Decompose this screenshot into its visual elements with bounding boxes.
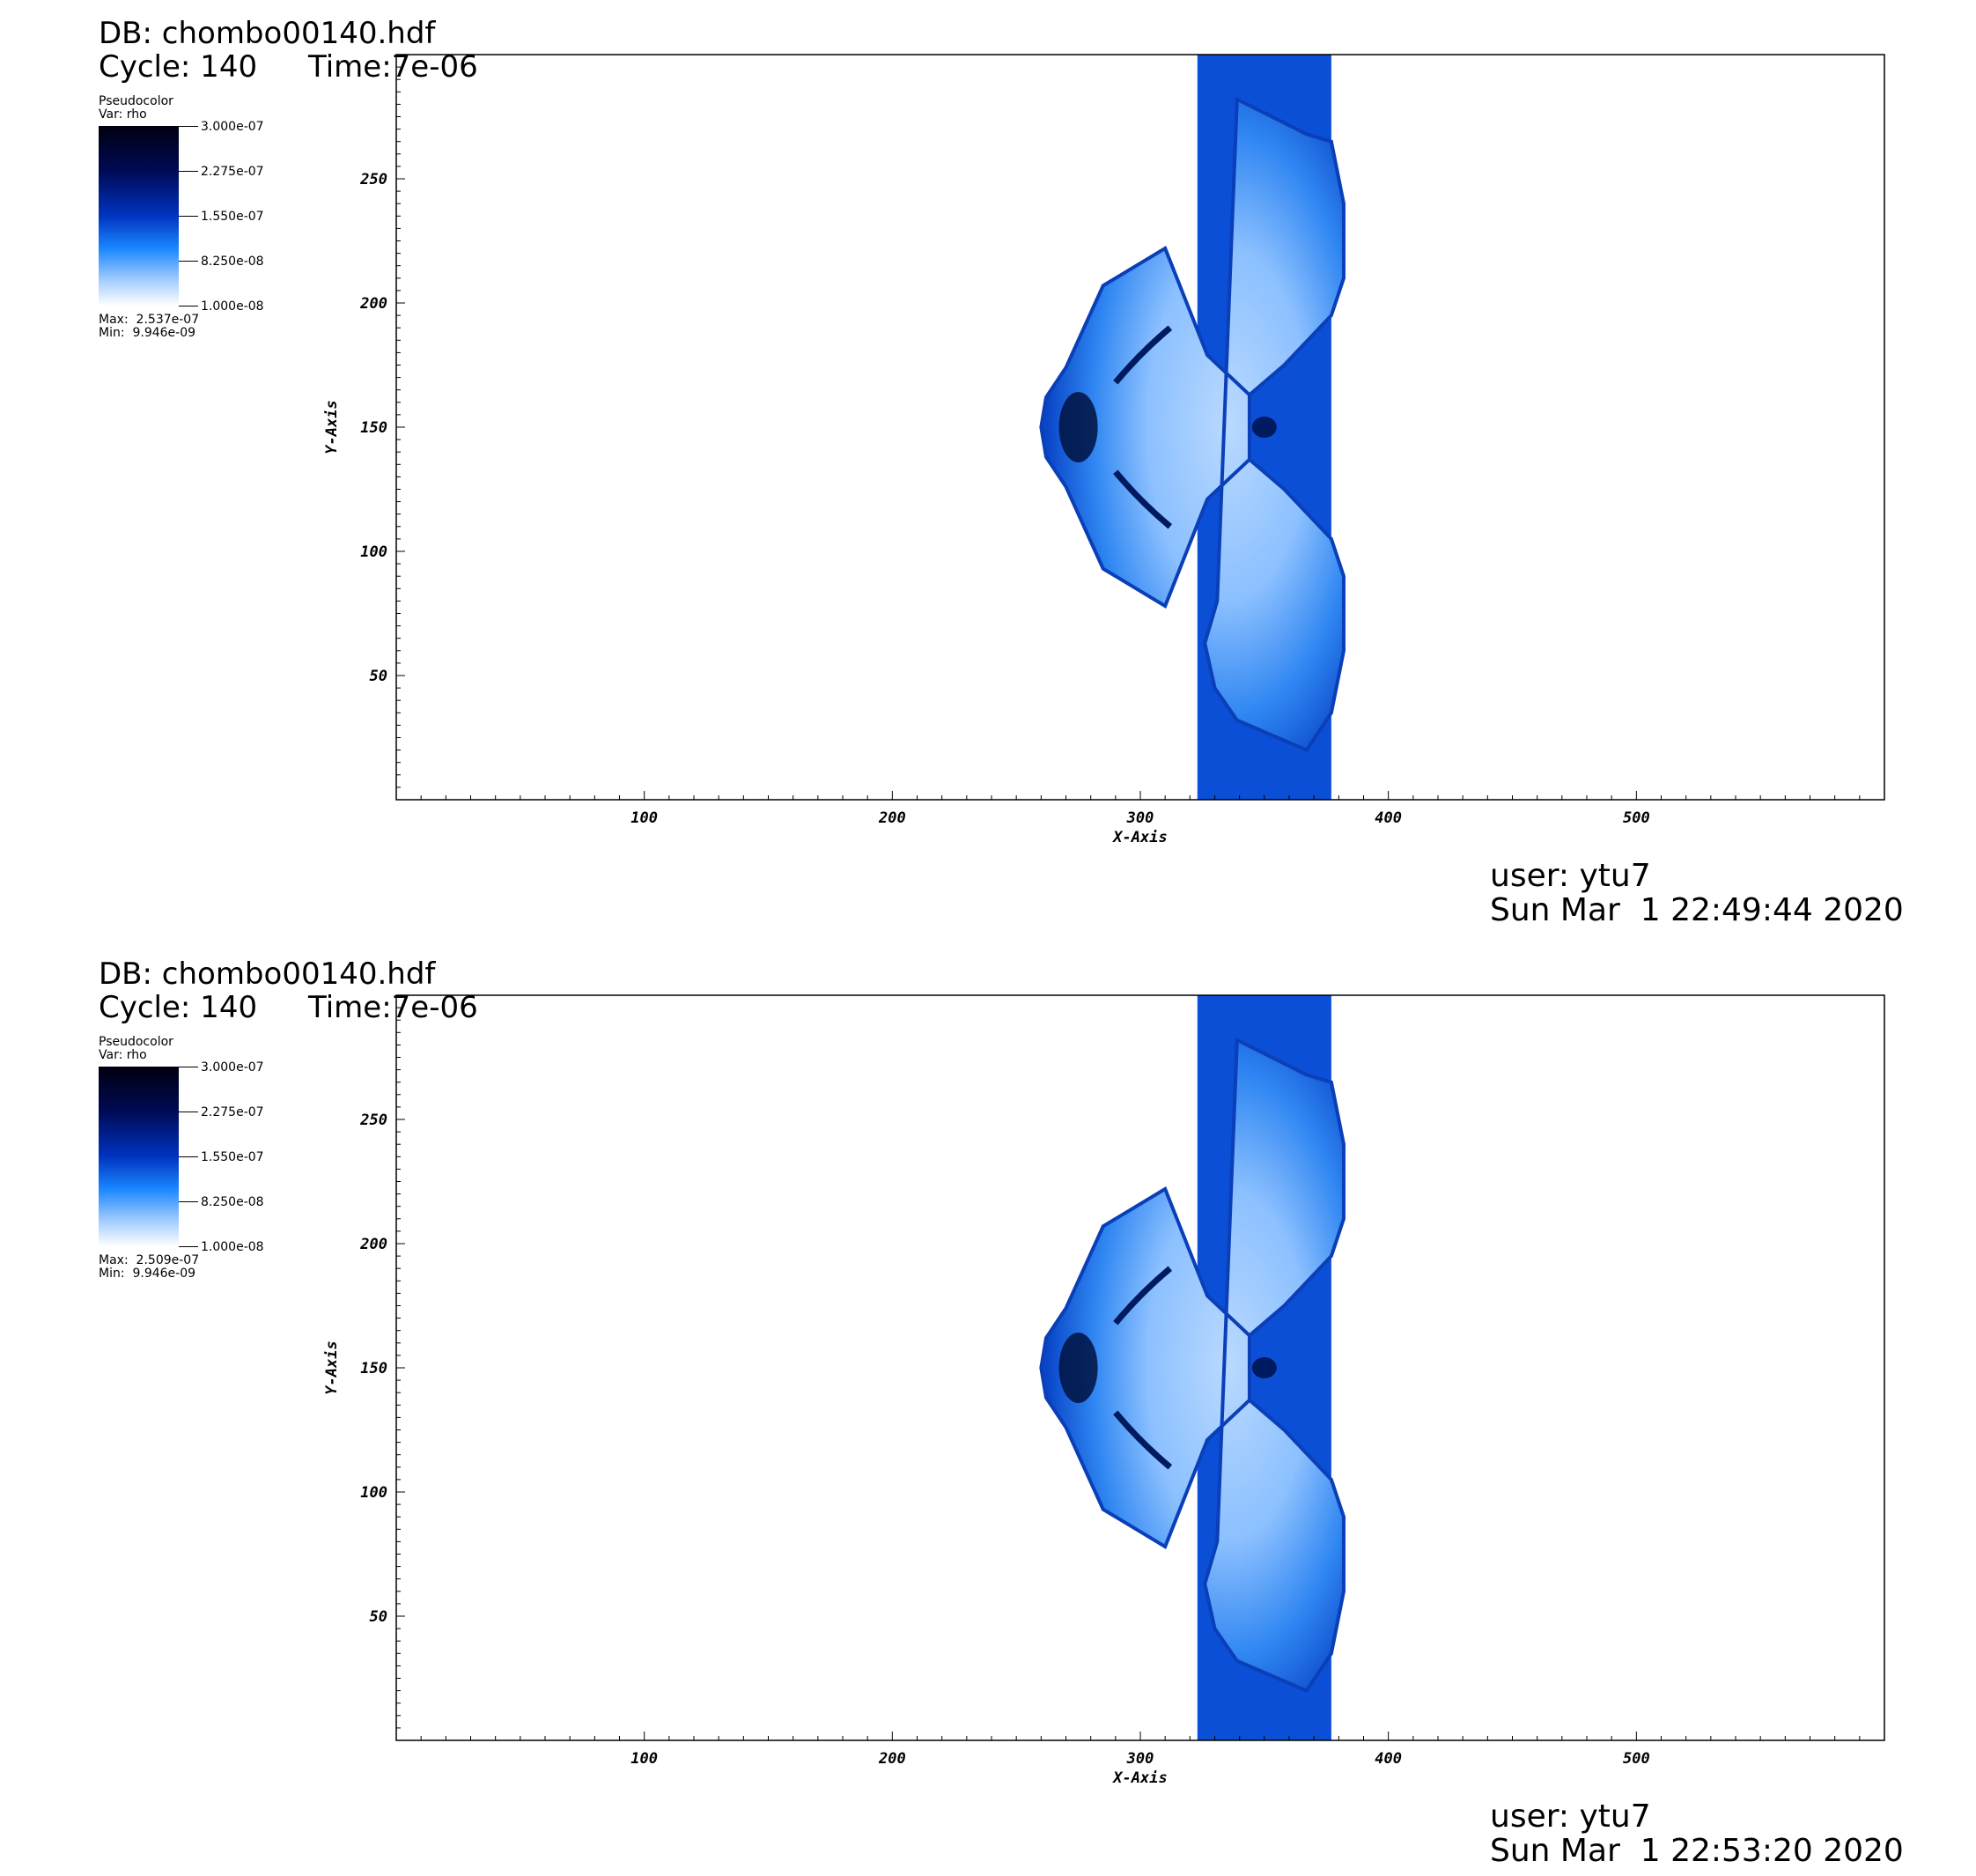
legend-min: Min: 9.946e-09 xyxy=(99,1267,196,1281)
legend-min: Min: 9.946e-09 xyxy=(99,326,196,340)
date-label: Sun Mar 1 22:53:20 2020 xyxy=(1490,1833,1904,1869)
plot-area: 100 200 300 400 500 50 100 150 200 250 X-Axis Y-Axi… xyxy=(323,994,1885,1787)
x-tick-label: 200 xyxy=(878,809,906,827)
legend-var: Var: rho xyxy=(99,107,147,122)
dense-filament-upper xyxy=(1113,1266,1173,1326)
y-tick-label: 100 xyxy=(360,1484,387,1502)
cycle-text: Cycle: 140 xyxy=(99,49,258,85)
dense-filament-lower xyxy=(1113,1410,1173,1470)
y-tick-label: 100 xyxy=(360,543,387,561)
x-axis-label: X-Axis xyxy=(1111,1769,1167,1787)
x-tick-label: 100 xyxy=(630,1750,658,1768)
y-tick-label: 200 xyxy=(359,295,387,313)
x-tick-label: 200 xyxy=(878,1750,906,1768)
colorbar-tick xyxy=(179,306,198,307)
colorbar-tick xyxy=(179,216,198,217)
x-tick-label: 100 xyxy=(630,809,658,827)
user-label: user: ytu7 xyxy=(1490,1798,1651,1835)
colorbar-tick-label: 8.250e-08 xyxy=(201,1195,264,1209)
colorbar-tick-label: 3.000e-07 xyxy=(201,120,264,134)
x-tick-label: 500 xyxy=(1623,1750,1650,1768)
colorbar-tick xyxy=(179,1156,198,1157)
colorbar-tick-label: 2.275e-07 xyxy=(201,165,264,179)
x-tick-label: 500 xyxy=(1623,809,1650,827)
x-tick-label: 400 xyxy=(1375,1750,1402,1768)
plot-panel-2: DB: chombo00140.hdf Cycle: 140 Time:7e-06… xyxy=(0,941,1976,1876)
dense-filament-lower xyxy=(1113,469,1173,529)
colorbar-tick xyxy=(179,126,198,127)
colorbar-tick-label: 1.000e-08 xyxy=(201,299,264,314)
plot-group: 100 200 300 400 500 50 100 150 200 250 X-Axis Y-Axi… xyxy=(323,54,1885,846)
db-label: DB: chombo00140.hdf xyxy=(99,16,436,51)
y-tick-label: 250 xyxy=(359,171,387,188)
x-tick-label: 300 xyxy=(1126,809,1154,827)
legend-max: Max: 2.537e-07 xyxy=(99,313,200,327)
date-label: Sun Mar 1 22:49:44 2020 xyxy=(1490,892,1904,928)
colorbar-tick xyxy=(179,1201,198,1202)
dense-filament-upper xyxy=(1113,325,1173,385)
y-axis-label: Y-Axis xyxy=(323,1341,341,1394)
user-label: user: ytu7 xyxy=(1490,858,1651,894)
y-tick-label: 150 xyxy=(360,419,387,437)
x-tick-label: 300 xyxy=(1126,1750,1154,1768)
y-tick-label: 250 xyxy=(359,1112,387,1129)
heatmap-svg: 100 200 300 400 500 50 100 150 200 250 X-Axis Y-Axi… xyxy=(323,994,1885,1787)
colorbar-tick xyxy=(179,1246,198,1247)
cycle-text: Cycle: 140 xyxy=(99,990,258,1025)
heatmap-svg: 100 200 300 400 500 50 100 150 200 250 X-Axis Y-Axi… xyxy=(323,54,1885,846)
colorbar xyxy=(99,1067,179,1246)
y-tick-label: 200 xyxy=(359,1236,387,1253)
plot-panel-1: DB: chombo00140.hdf Cycle: 140 Time:7e-06… xyxy=(0,0,1976,935)
dense-core-left xyxy=(1058,392,1098,462)
cycle-label: Cycle: 140 Time:7e-06 xyxy=(99,990,478,1025)
y-tick-label: 50 xyxy=(370,668,387,685)
dense-core-right xyxy=(1251,1357,1277,1378)
x-tick-label: 400 xyxy=(1375,809,1402,827)
cycle-label: Cycle: 140 Time:7e-06 xyxy=(99,49,478,85)
colorbar-tick-label: 3.000e-07 xyxy=(201,1060,264,1075)
plot-group: 100 200 300 400 500 50 100 150 200 250 X-Axis Y-Axi… xyxy=(323,994,1885,1787)
legend-max: Max: 2.509e-07 xyxy=(99,1253,200,1267)
plot-area: 100 200 300 400 500 50 100 150 200 250 X-Axis Y-Axi… xyxy=(323,54,1885,846)
colorbar-tick-label: 2.275e-07 xyxy=(201,1105,264,1119)
colorbar xyxy=(99,126,179,306)
colorbar-tick xyxy=(179,171,198,172)
db-label: DB: chombo00140.hdf xyxy=(99,956,436,992)
colorbar-tick-label: 1.550e-07 xyxy=(201,1150,264,1164)
dense-core-right xyxy=(1251,417,1277,438)
colorbar-tick-label: 8.250e-08 xyxy=(201,255,264,269)
colorbar-tick-label: 1.000e-08 xyxy=(201,1240,264,1254)
legend-plot-type: Pseudocolor xyxy=(99,94,173,108)
x-axis-label: X-Axis xyxy=(1111,829,1167,846)
colorbar-tick-label: 1.550e-07 xyxy=(201,210,264,224)
y-axis-label: Y-Axis xyxy=(323,400,341,454)
dense-core-left xyxy=(1058,1333,1098,1403)
colorbar-tick xyxy=(179,261,198,262)
shock-region xyxy=(1039,1037,1346,1694)
y-tick-label: 150 xyxy=(360,1360,387,1377)
legend-var: Var: rho xyxy=(99,1048,147,1062)
y-tick-label: 50 xyxy=(370,1608,387,1626)
shock-region xyxy=(1039,96,1346,753)
legend-plot-type: Pseudocolor xyxy=(99,1035,173,1049)
